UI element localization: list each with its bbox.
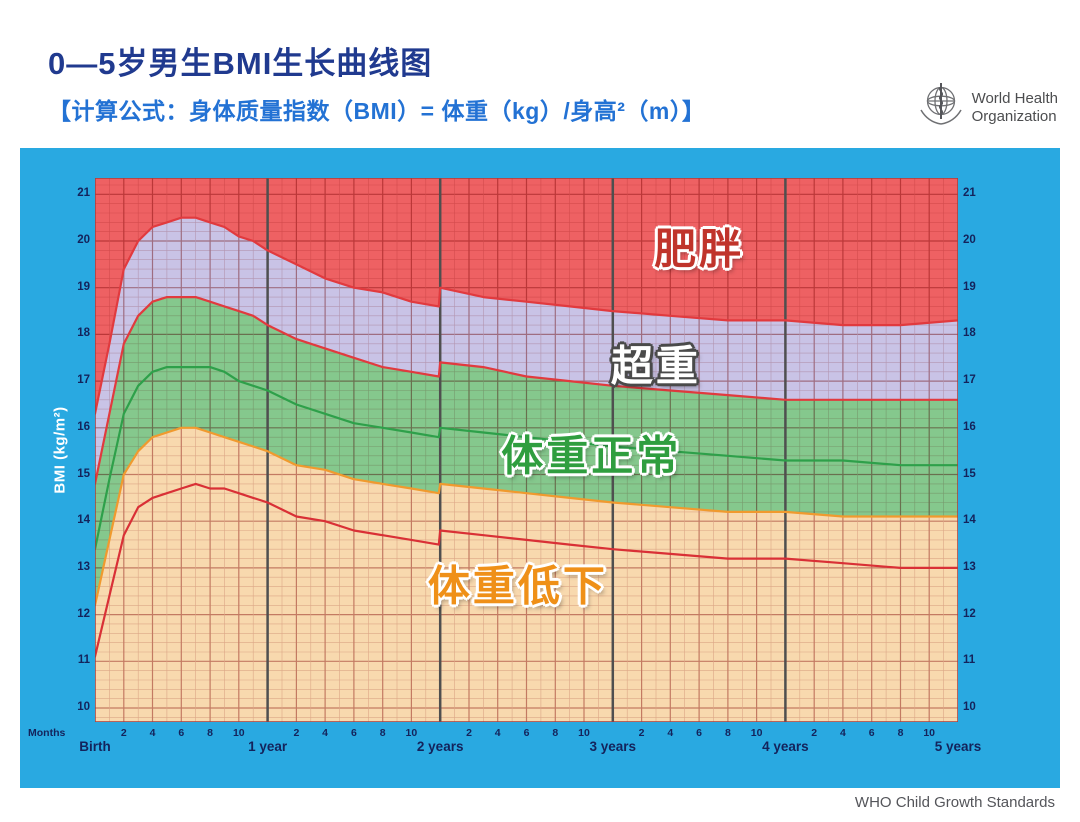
y-tick-label: 17 bbox=[963, 374, 976, 387]
chart-panel: BMI (kg/m²) 21 20 19 18 17 16 15 14 13 12 11 10 21 2… bbox=[20, 148, 1060, 788]
x-tick-month-label: 10 bbox=[578, 727, 590, 739]
x-tick-month-label: 6 bbox=[523, 727, 530, 739]
curve-median bbox=[95, 366, 958, 551]
x-tick-month-label: 4 bbox=[839, 727, 846, 739]
y-tick-label: 15 bbox=[77, 467, 90, 480]
y-tick-label: 21 bbox=[77, 187, 90, 200]
gridlines bbox=[95, 178, 958, 722]
x-tick-month-label: 10 bbox=[232, 727, 245, 739]
y-tick-label: 14 bbox=[77, 514, 90, 527]
y-tick-label: 19 bbox=[77, 280, 90, 293]
y-tick-label: 14 bbox=[963, 514, 976, 527]
who-logo: World Health Organization bbox=[918, 82, 1058, 133]
y-tick-label: 16 bbox=[77, 420, 90, 433]
who-emblem-icon bbox=[918, 82, 964, 133]
x-tick-month-label: 8 bbox=[379, 727, 386, 739]
y-tick-label: 12 bbox=[963, 607, 976, 620]
x-tick-month-label: 6 bbox=[178, 727, 185, 739]
y-tick-label: 18 bbox=[963, 327, 976, 340]
curve-plus1sd bbox=[95, 296, 958, 485]
y-tick-label: 13 bbox=[77, 560, 90, 573]
x-axis: 2 4 6 8 10 2 4 6 8 10 2 4 6 8 10 2 4 6 8 10 2 4 6 8 10 Birth 1 yea… bbox=[79, 722, 981, 780]
x-tick-month-label: 8 bbox=[724, 727, 731, 739]
y-tick-label: 21 bbox=[963, 187, 976, 200]
footer-note: WHO Child Growth Standards bbox=[854, 794, 1055, 811]
x-tick-month-label: 2 bbox=[293, 727, 300, 739]
x-tick-year-label: 1 year bbox=[248, 739, 288, 754]
curve-minus1sd bbox=[95, 426, 958, 607]
y-tick-label: 11 bbox=[77, 654, 90, 667]
bmi-growth-chart bbox=[95, 178, 958, 722]
y-tick-label: 13 bbox=[963, 560, 976, 573]
x-tick-month-label: 2 bbox=[466, 727, 472, 739]
x-tick-month-label: 6 bbox=[696, 727, 703, 739]
x-tick-month-label: 8 bbox=[897, 727, 904, 739]
y-tick-label: 19 bbox=[963, 280, 976, 293]
y-axis-ticks-left: 21 20 19 18 17 16 15 14 13 12 11 10 bbox=[62, 178, 90, 722]
y-tick-label: 17 bbox=[77, 374, 90, 387]
x-tick-month-label: 2 bbox=[638, 727, 645, 739]
x-tick-month-label: 10 bbox=[750, 727, 763, 739]
who-logo-line1: World Health bbox=[971, 89, 1058, 107]
y-tick-label: 11 bbox=[963, 654, 976, 667]
x-tick-month-label: 6 bbox=[350, 727, 357, 739]
x-tick-month-label: 6 bbox=[868, 727, 875, 739]
x-tick-month-label: 4 bbox=[667, 727, 674, 739]
y-tick-label: 20 bbox=[77, 234, 90, 246]
x-tick-month-label: 10 bbox=[923, 727, 936, 739]
y-tick-label: 10 bbox=[77, 701, 90, 713]
x-tick-year-label: 5 years bbox=[934, 739, 982, 754]
x-tick-month-label: 8 bbox=[552, 727, 559, 739]
curve-plus2sd bbox=[95, 216, 958, 415]
x-tick-month-label: 2 bbox=[811, 727, 818, 739]
y-tick-label: 12 bbox=[77, 607, 90, 620]
x-tick-month-label: 8 bbox=[207, 727, 214, 739]
x-tick-month-label: 4 bbox=[149, 727, 156, 739]
page-title: 0—5岁男生BMI生长曲线图 bbox=[48, 46, 433, 81]
y-tick-label: 20 bbox=[963, 234, 976, 246]
plot-area: 肥胖 超重 体重正常 体重低下 bbox=[95, 178, 958, 722]
x-tick-year-label: 4 years bbox=[762, 739, 809, 754]
x-tick-year-label: Birth bbox=[79, 739, 111, 754]
x-axis-unit-label: Months bbox=[28, 727, 66, 739]
y-axis-ticks-right: 21 20 19 18 17 16 15 14 13 12 11 10 bbox=[963, 178, 991, 722]
who-logo-text: World Health Organization bbox=[972, 90, 1058, 126]
x-tick-year-label: 3 years bbox=[589, 739, 637, 754]
y-tick-label: 18 bbox=[77, 327, 90, 340]
who-logo-line2: Organization bbox=[971, 107, 1057, 125]
x-tick-month-label: 10 bbox=[405, 727, 418, 739]
y-tick-label: 15 bbox=[963, 467, 976, 480]
x-tick-month-label: 4 bbox=[322, 727, 329, 739]
x-tick-year-label: 2 years bbox=[416, 739, 464, 754]
x-tick-month-label: 4 bbox=[494, 727, 501, 739]
formula-subtitle: 【计算公式：身体质量指数（BMI）= 体重（kg）/身高²（m）】 bbox=[48, 98, 706, 124]
y-tick-label: 10 bbox=[963, 701, 976, 713]
curve-minus2sd bbox=[95, 482, 958, 658]
y-tick-label: 16 bbox=[963, 420, 976, 433]
x-tick-month-label: 2 bbox=[120, 727, 127, 739]
